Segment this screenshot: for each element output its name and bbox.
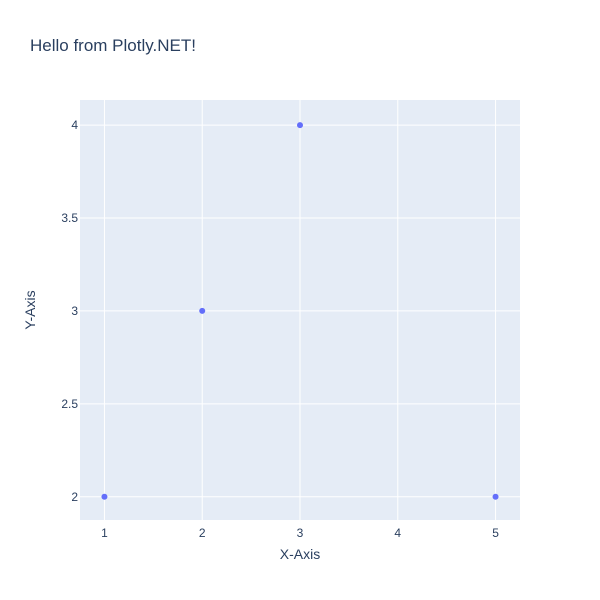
data-point bbox=[101, 493, 108, 500]
x-tick-label: 1 bbox=[101, 526, 108, 540]
x-tick-label: 2 bbox=[199, 526, 206, 540]
x-axis-title: X-Axis bbox=[280, 546, 320, 562]
data-point bbox=[492, 493, 499, 500]
x-tick-label: 5 bbox=[492, 526, 499, 540]
chart-title: Hello from Plotly.NET! bbox=[30, 36, 196, 55]
x-axis-ticks: 1 2 3 4 5 bbox=[101, 526, 499, 540]
y-axis-title: Y-Axis bbox=[22, 290, 38, 329]
y-tick-label: 4 bbox=[71, 118, 78, 132]
y-tick-label: 3.5 bbox=[61, 211, 78, 225]
y-tick-label: 2.5 bbox=[61, 397, 78, 411]
x-tick-label: 3 bbox=[297, 526, 304, 540]
data-point bbox=[297, 122, 303, 129]
y-axis-ticks: 2 2.5 3 3.5 4 bbox=[61, 118, 78, 504]
x-gridlines bbox=[103, 100, 497, 520]
y-tick-label: 2 bbox=[71, 490, 78, 504]
data-points bbox=[101, 122, 499, 500]
x-tick-label: 4 bbox=[394, 526, 401, 540]
y-tick-label: 3 bbox=[71, 304, 78, 318]
data-point bbox=[199, 307, 206, 314]
